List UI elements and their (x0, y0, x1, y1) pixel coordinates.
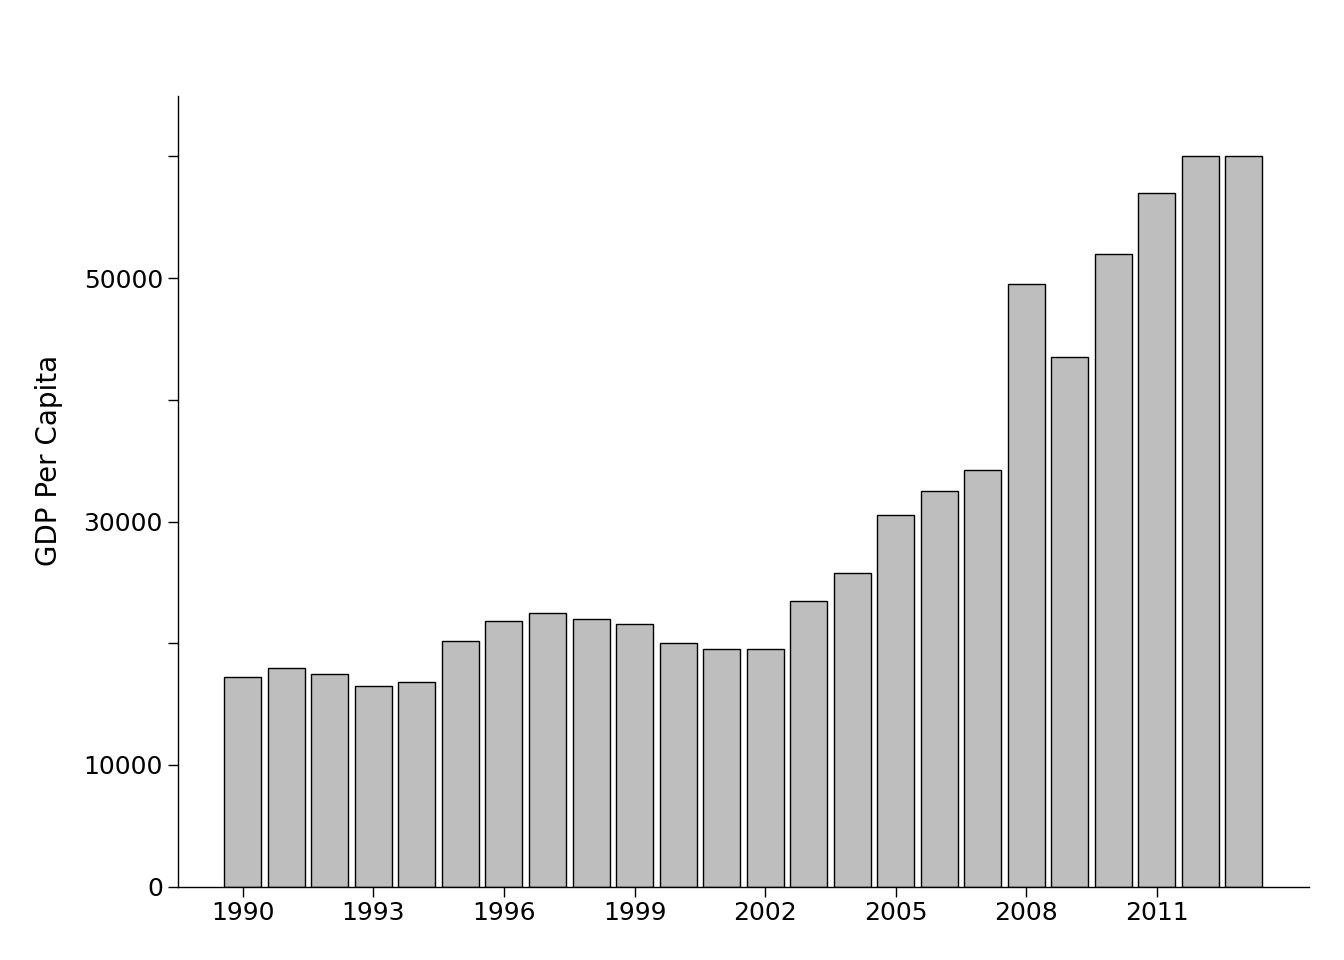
Bar (1138, 193, 1176, 887)
Bar (1008, 284, 1044, 887)
Bar (398, 683, 435, 887)
Bar (921, 492, 958, 887)
Bar (1095, 253, 1132, 887)
Bar (616, 624, 653, 887)
Bar (833, 573, 871, 887)
Y-axis label: GDP Per Capita: GDP Per Capita (35, 355, 63, 566)
Bar (530, 612, 566, 887)
Bar (964, 470, 1001, 887)
Bar (1181, 156, 1219, 887)
Bar (485, 621, 523, 887)
Bar (312, 674, 348, 887)
Bar (1051, 357, 1089, 887)
Bar (747, 649, 784, 887)
Bar (790, 601, 827, 887)
Bar (878, 516, 914, 887)
Bar (660, 643, 696, 887)
Bar (1226, 156, 1262, 887)
Bar (267, 667, 305, 887)
Bar (573, 619, 610, 887)
Bar (224, 678, 261, 887)
Bar (355, 685, 392, 887)
Bar (703, 649, 741, 887)
Bar (442, 641, 478, 887)
